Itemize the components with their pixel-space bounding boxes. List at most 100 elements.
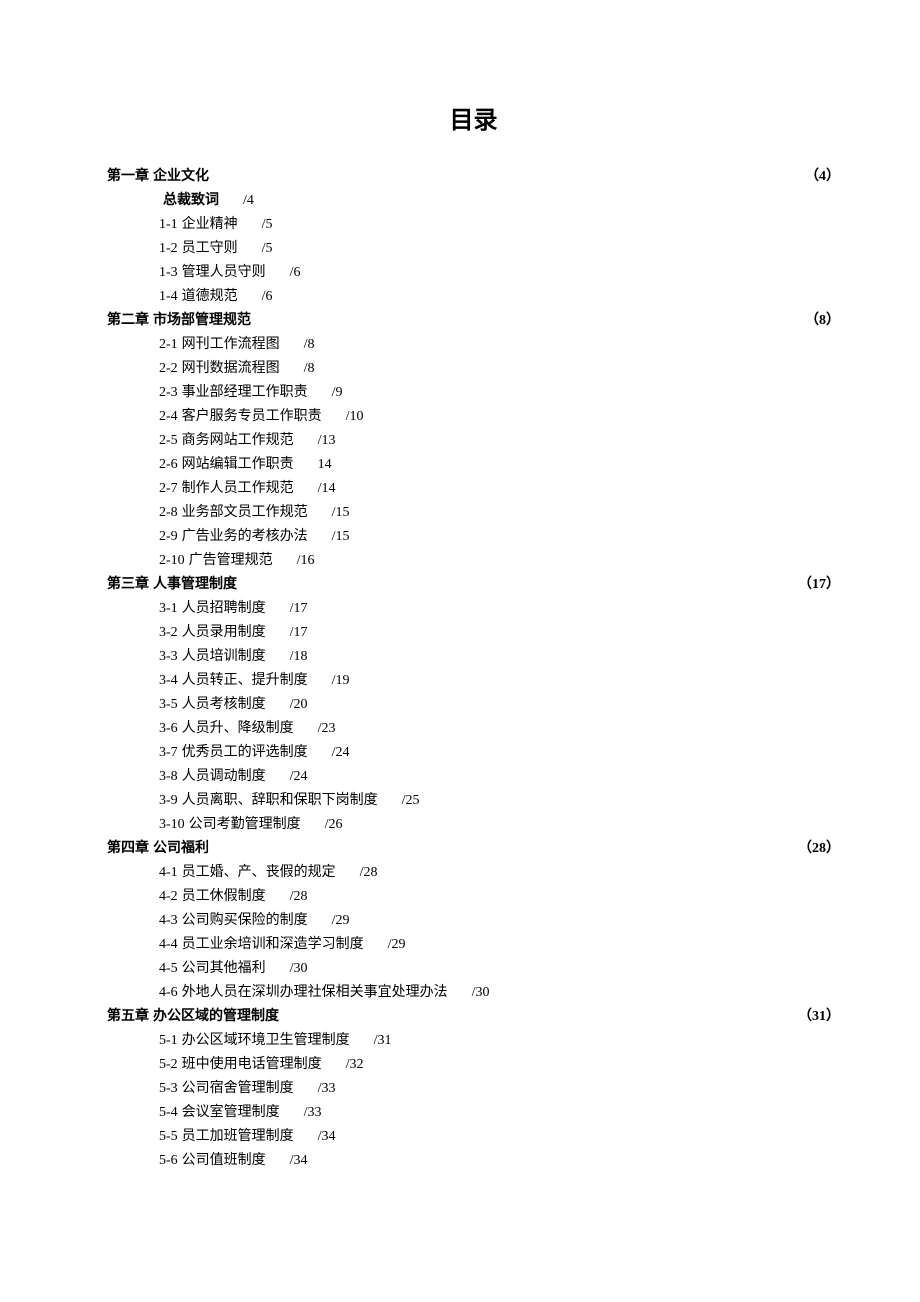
item-page: /5 bbox=[262, 217, 273, 232]
item-number: 3-4 bbox=[159, 669, 178, 693]
toc-item: 1-2员工守则/5 bbox=[107, 237, 840, 261]
item-number: 3-3 bbox=[159, 645, 178, 669]
item-number: 2-5 bbox=[159, 429, 178, 453]
chapter-row: 第五章办公区域的管理制度（31） bbox=[107, 1005, 840, 1029]
item-text: 公司其他福利 bbox=[182, 961, 266, 976]
item-text: 优秀员工的评选制度 bbox=[182, 745, 308, 760]
item-text: 商务网站工作规范 bbox=[182, 433, 294, 448]
item-number: 5-5 bbox=[159, 1125, 178, 1149]
toc-item: 4-5 公司其他福利/30 bbox=[107, 957, 840, 981]
item-text: 公司考勤管理制度 bbox=[189, 817, 301, 832]
toc-item: 3-3人员培训制度/18 bbox=[107, 645, 840, 669]
item-number: 2-3 bbox=[159, 381, 178, 405]
item-page: /19 bbox=[332, 673, 350, 688]
item-text: 业务部文员工作规范 bbox=[182, 505, 308, 520]
item-number: 3-1 bbox=[159, 597, 178, 621]
item-text: 员工婚、产、丧假的规定 bbox=[182, 865, 336, 880]
item-page: /28 bbox=[290, 889, 308, 904]
chapter-page: （8） bbox=[805, 309, 840, 333]
item-number: 4-5 bbox=[159, 957, 178, 981]
table-of-contents: 第一章企业文化（4）总裁致词/41-1企业精神/51-2员工守则/51-3管理人… bbox=[107, 165, 840, 1173]
item-page: /17 bbox=[290, 601, 308, 616]
item-page: /24 bbox=[290, 769, 308, 784]
toc-item: 3-8人员调动制度/24 bbox=[107, 765, 840, 789]
item-text: 员工业余培训和深造学习制度 bbox=[182, 937, 364, 952]
item-text: 人员录用制度 bbox=[182, 625, 266, 640]
toc-item: 1-4道德规范/6 bbox=[107, 285, 840, 309]
item-text: 班中使用电话管理制度 bbox=[182, 1057, 322, 1072]
item-page: /20 bbox=[290, 697, 308, 712]
item-page: /15 bbox=[332, 529, 350, 544]
item-number: 3-9 bbox=[159, 789, 178, 813]
chapter-label: 第五章 bbox=[107, 1005, 149, 1029]
item-page: 14 bbox=[318, 457, 332, 472]
item-number: 5-3 bbox=[159, 1077, 178, 1101]
item-text: 管理人员守则 bbox=[182, 265, 266, 280]
toc-item: 4-1员工婚、产、丧假的规定/28 bbox=[107, 861, 840, 885]
toc-item: 5-6公司值班制度/34 bbox=[107, 1149, 840, 1173]
chapter-label: 第二章 bbox=[107, 309, 149, 333]
item-number: 5-6 bbox=[159, 1149, 178, 1173]
item-number: 2-9 bbox=[159, 525, 178, 549]
toc-item: 3-9 人员离职、辞职和保职下岗制度/25 bbox=[107, 789, 840, 813]
item-number: 3-6 bbox=[159, 717, 178, 741]
item-number: 2-6 bbox=[159, 453, 178, 477]
toc-item: 2-3事业部经理工作职责/9 bbox=[107, 381, 840, 405]
item-text: 网刊工作流程图 bbox=[182, 337, 280, 352]
toc-item: 2-4 客户服务专员工作职责/10 bbox=[107, 405, 840, 429]
toc-item: 5-1办公区域环境卫生管理制度/31 bbox=[107, 1029, 840, 1053]
toc-item: 4-2员工休假制度/28 bbox=[107, 885, 840, 909]
item-page: /33 bbox=[304, 1105, 322, 1120]
toc-item: 2-1网刊工作流程图/8 bbox=[107, 333, 840, 357]
item-page: /8 bbox=[304, 361, 315, 376]
item-page: /29 bbox=[332, 913, 350, 928]
item-number: 1-2 bbox=[159, 237, 178, 261]
item-page: /25 bbox=[402, 793, 420, 808]
item-number: 3-8 bbox=[159, 765, 178, 789]
toc-item: 4-4员工业余培训和深造学习制度/29 bbox=[107, 933, 840, 957]
chapter-title: 办公区域的管理制度 bbox=[153, 1005, 279, 1029]
item-page: /10 bbox=[346, 409, 364, 424]
item-text: 人员离职、辞职和保职下岗制度 bbox=[182, 793, 378, 808]
toc-item: 2-6 网站编辑工作职责 14 bbox=[107, 453, 840, 477]
item-text: 网站编辑工作职责 bbox=[182, 457, 294, 472]
item-page: /31 bbox=[374, 1033, 392, 1048]
item-page: /30 bbox=[290, 961, 308, 976]
item-number: 3-2 bbox=[159, 621, 178, 645]
toc-item: 5-2班中使用电话管理制度/32 bbox=[107, 1053, 840, 1077]
item-text: 人员升、降级制度 bbox=[182, 721, 294, 736]
item-number: 2-1 bbox=[159, 333, 178, 357]
toc-item: 4-3公司购买保险的制度/29 bbox=[107, 909, 840, 933]
item-page: /32 bbox=[346, 1057, 364, 1072]
item-number: 3-10 bbox=[159, 813, 185, 837]
item-page: /26 bbox=[325, 817, 343, 832]
item-number: 1-4 bbox=[159, 285, 178, 309]
item-text: 事业部经理工作职责 bbox=[182, 385, 308, 400]
item-number: 2-10 bbox=[159, 549, 185, 573]
item-number: 4-2 bbox=[159, 885, 178, 909]
item-text: 客户服务专员工作职责 bbox=[182, 409, 322, 424]
item-number: 2-4 bbox=[159, 405, 178, 429]
item-text: 外地人员在深圳办理社保相关事宜处理办法 bbox=[182, 985, 448, 1000]
toc-item: 2-7制作人员工作规范/14 bbox=[107, 477, 840, 501]
item-text: 办公区域环境卫生管理制度 bbox=[182, 1033, 350, 1048]
toc-item: 5-4会议室管理制度/33 bbox=[107, 1101, 840, 1125]
item-text: 会议室管理制度 bbox=[182, 1105, 280, 1120]
item-number: 2-8 bbox=[159, 501, 178, 525]
item-text: 员工加班管理制度 bbox=[182, 1129, 294, 1144]
item-text: 公司宿舍管理制度 bbox=[182, 1081, 294, 1096]
toc-item: 2-9 广告业务的考核办法/15 bbox=[107, 525, 840, 549]
item-text: 广告管理规范 bbox=[189, 553, 273, 568]
item-number: 4-1 bbox=[159, 861, 178, 885]
item-page: /29 bbox=[388, 937, 406, 952]
item-number: 2-2 bbox=[159, 357, 178, 381]
item-text: 广告业务的考核办法 bbox=[182, 529, 308, 544]
item-page: /34 bbox=[318, 1129, 336, 1144]
item-number: 3-5 bbox=[159, 693, 178, 717]
item-number: 4-6 bbox=[159, 981, 178, 1005]
toc-item: 3-6人员升、降级制度/23 bbox=[107, 717, 840, 741]
chapter-label: 第一章 bbox=[107, 165, 149, 189]
item-text: 制作人员工作规范 bbox=[182, 481, 294, 496]
toc-item: 5-5 员工加班管理制度/34 bbox=[107, 1125, 840, 1149]
item-page: /33 bbox=[318, 1081, 336, 1096]
